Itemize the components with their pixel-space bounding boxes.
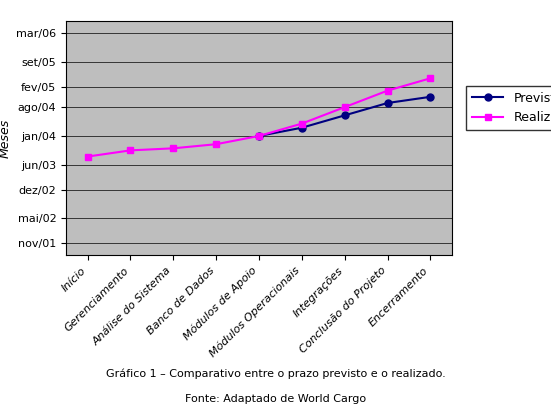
Y-axis label: Meses: Meses [0,118,12,158]
Text: Gráfico 1 – Comparativo entre o prazo previsto e o realizado.: Gráfico 1 – Comparativo entre o prazo pr… [106,368,445,379]
Realizado [427,76,434,81]
Realizado [84,154,91,159]
Realizado [384,88,391,93]
Realizado [170,146,176,151]
Realizado [213,142,219,147]
Realizado [127,148,134,153]
Previsto [384,101,391,105]
Realizado [342,105,348,110]
Line: Previsto: Previsto [256,94,434,139]
Realizado [299,121,305,126]
Previsto [256,133,262,138]
Realizado [256,133,262,138]
Line: Realizado: Realizado [84,75,434,160]
Previsto [299,125,305,130]
Text: Fonte: Adaptado de World Cargo: Fonte: Adaptado de World Cargo [185,394,366,404]
Previsto [342,113,348,118]
Previsto [427,94,434,99]
Legend: Previsto, Realizado: Previsto, Realizado [466,86,551,130]
